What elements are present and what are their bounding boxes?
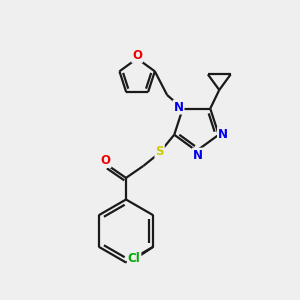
Text: N: N bbox=[173, 100, 184, 114]
Text: N: N bbox=[193, 148, 203, 162]
Text: O: O bbox=[100, 154, 111, 167]
Text: O: O bbox=[132, 49, 142, 62]
Text: Cl: Cl bbox=[128, 252, 140, 265]
Text: N: N bbox=[218, 128, 228, 141]
Text: S: S bbox=[155, 145, 164, 158]
